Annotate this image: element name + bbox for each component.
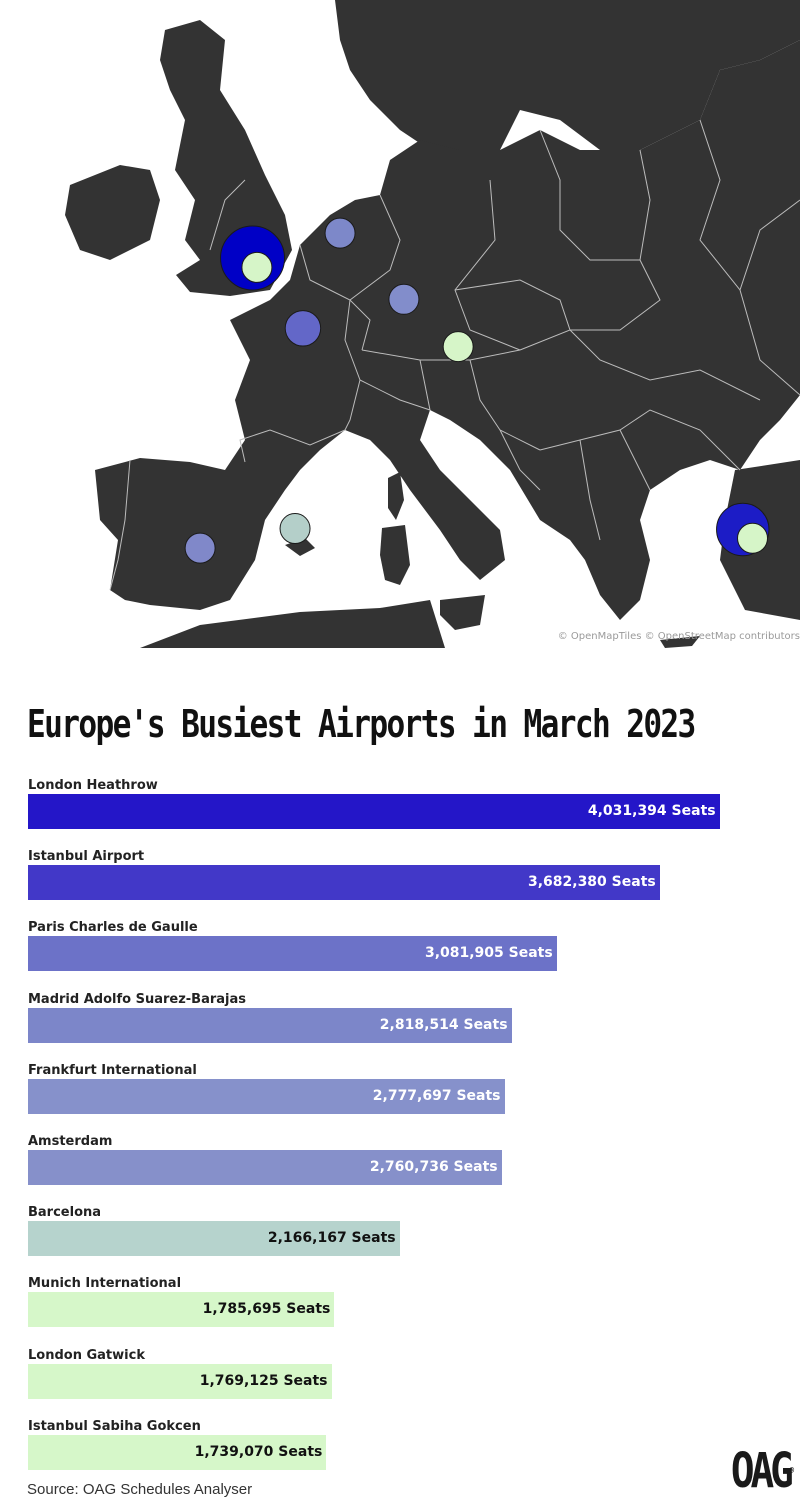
land-sardinia: [380, 525, 410, 585]
land-north-africa: [140, 600, 445, 648]
chart-title: Europe's Busiest Airports in March 2023: [27, 702, 696, 746]
bar: 2,818,514 Seats: [28, 1007, 512, 1043]
oag-logo: OAG®: [731, 1445, 794, 1497]
bar-category-label: Istanbul Sabiha Gokcen: [28, 1418, 201, 1434]
airport-marker: [324, 217, 356, 249]
bar-row: Madrid Adolfo Suarez-Barajas 2,818,514 Se…: [28, 989, 800, 1060]
bar: 3,081,905 Seats: [28, 936, 557, 972]
bar-row: Paris Charles de Gaulle 3,081,905 Seats: [28, 917, 800, 988]
bar-row: Istanbul Airport 3,682,380 Seats: [28, 846, 800, 917]
land-sicily: [440, 595, 485, 630]
logo-text: OAG: [730, 1443, 794, 1499]
bar: 1,739,070 Seats: [28, 1434, 327, 1470]
airport-marker: [241, 251, 273, 283]
bar: 1,785,695 Seats: [28, 1292, 335, 1328]
airport-marker: [184, 532, 216, 564]
airport-marker: [284, 310, 322, 347]
bar-value-label: 1,785,695 Seats: [202, 1301, 331, 1318]
airport-marker: [279, 513, 311, 545]
bar-value-label: 2,166,167 Seats: [267, 1230, 396, 1247]
bar-row: Frankfurt International 2,777,697 Seats: [28, 1060, 800, 1131]
europe-map: © OpenMapTiles © OpenStreetMap contribut…: [0, 0, 800, 648]
bar-category-label: London Heathrow: [28, 778, 158, 793]
bar-category-label: Barcelona: [28, 1205, 102, 1221]
bar-row: London Gatwick 1,769,125 Seats: [28, 1345, 800, 1416]
bar: 2,777,697 Seats: [28, 1078, 505, 1114]
map-canvas: [65, 0, 800, 648]
land-crete: [660, 636, 700, 648]
airport-markers: [184, 217, 770, 564]
bar-category-label: Frankfurt International: [28, 1062, 197, 1078]
bar: 2,166,167 Seats: [28, 1221, 400, 1257]
bar: 2,760,736 Seats: [28, 1149, 502, 1185]
bar-value-label: 3,081,905 Seats: [424, 945, 553, 962]
bar-value-label: 1,769,125 Seats: [199, 1372, 328, 1389]
land-scandinavia: [335, 0, 800, 160]
bar-row: Istanbul Sabiha Gokcen 1,739,070 Seats: [28, 1416, 800, 1487]
land-corsica: [388, 472, 404, 520]
bar-value-label: 2,777,697 Seats: [372, 1087, 501, 1104]
bar-row: Barcelona 2,166,167 Seats: [28, 1202, 800, 1273]
bar-category-label: Istanbul Airport: [28, 849, 145, 865]
airport-marker: [442, 331, 474, 363]
bar: 3,682,380 Seats: [28, 865, 660, 901]
source-note: Source: OAG Schedules Analyser: [27, 1481, 253, 1498]
bar-category-label: Amsterdam: [28, 1133, 113, 1149]
bar-category-label: Munich International: [28, 1276, 182, 1292]
bar-row: London Heathrow 4,031,394 Seats: [28, 775, 800, 846]
bar-row: Amsterdam 2,760,736 Seats: [28, 1131, 800, 1202]
country-borders: [109, 119, 800, 591]
map-attribution: © OpenMapTiles © OpenStreetMap contribut…: [557, 631, 800, 642]
bar: 1,769,125 Seats: [28, 1363, 332, 1399]
bar-value-label: 3,682,380 Seats: [527, 874, 656, 891]
bar-category-label: Paris Charles de Gaulle: [28, 920, 198, 936]
land-masses: [65, 0, 800, 648]
bar-value-label: 2,760,736 Seats: [369, 1158, 498, 1175]
bar-row: Munich International 1,785,695 Seats: [28, 1273, 800, 1344]
bar-value-label: 1,739,070 Seats: [194, 1443, 323, 1460]
bar-value-label: 4,031,394 Seats: [587, 803, 716, 819]
airport-marker: [388, 283, 420, 315]
land-continent: [95, 40, 800, 620]
bar-chart: London Heathrow 4,031,394 Seats Istanbul A…: [28, 775, 800, 1487]
bar-category-label: London Gatwick: [28, 1347, 145, 1363]
bar-category-label: Madrid Adolfo Suarez-Barajas: [28, 991, 246, 1007]
land-ireland: [65, 165, 160, 260]
bar: 4,031,394 Seats: [28, 794, 720, 829]
bar-value-label: 2,818,514 Seats: [379, 1016, 508, 1033]
logo-registered-mark: ®: [789, 1466, 794, 1476]
airport-marker: [737, 522, 769, 554]
